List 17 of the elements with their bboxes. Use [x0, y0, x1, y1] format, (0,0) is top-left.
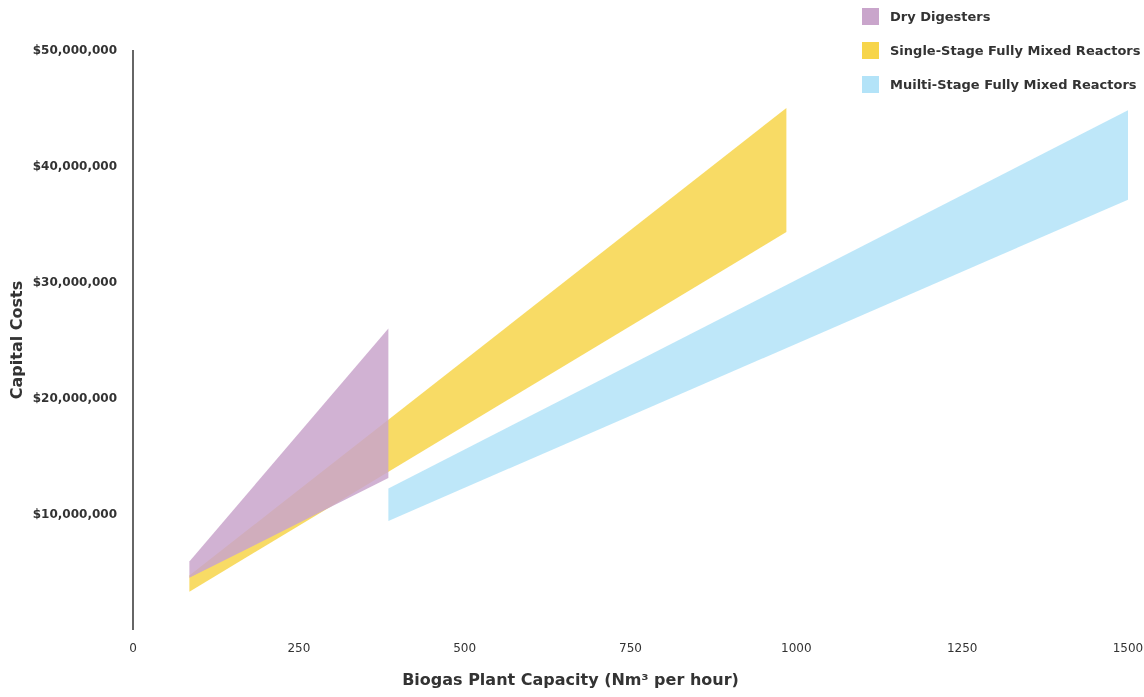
- y-tick-label: $30,000,000: [32, 274, 117, 289]
- y-tick-label: $40,000,000: [32, 158, 117, 173]
- y-tick-label: $10,000,000: [32, 506, 117, 521]
- x-tick-label: 1250: [946, 640, 978, 655]
- y-tick-label: $20,000,000: [32, 390, 117, 405]
- y-tick-label: $50,000,000: [32, 42, 117, 57]
- x-tick-label: 0: [129, 640, 137, 655]
- legend-label: Dry Digesters: [890, 8, 991, 24]
- x-tick-label: 1500: [1112, 640, 1144, 655]
- x-tick-label: 750: [619, 640, 642, 655]
- legend-label: Muilti-Stage Fully Mixed Reactors: [890, 76, 1137, 92]
- x-tick-label: 1000: [781, 640, 812, 655]
- x-axis-title: Biogas Plant Capacity (Nm³ per hour): [402, 670, 739, 689]
- x-tick-label: 250: [287, 640, 311, 655]
- x-tick-label: 500: [453, 640, 477, 655]
- y-axis-title: Capital Costs: [7, 280, 26, 400]
- legend-label: Single-Stage Fully Mixed Reactors: [890, 42, 1141, 58]
